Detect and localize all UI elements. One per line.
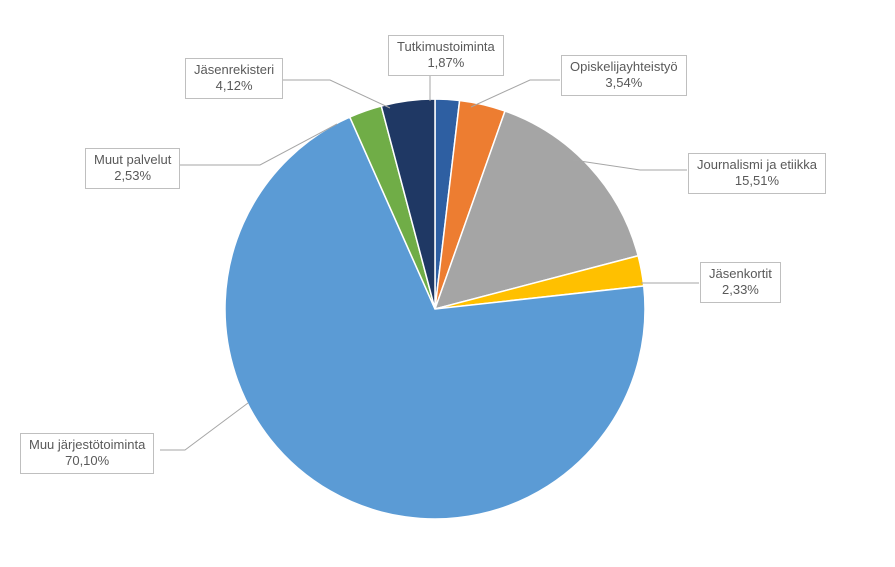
slice-label-text: Jäsenkortit (709, 266, 772, 282)
slice-label-text: Journalismi ja etiikka (697, 157, 817, 173)
slice-label: Tutkimustoiminta1,87% (388, 35, 504, 76)
slice-label-percent: 70,10% (29, 453, 145, 469)
slice-label-percent: 1,87% (397, 55, 495, 71)
slice-label-text: Muut palvelut (94, 152, 171, 168)
slice-label-percent: 2,53% (94, 168, 171, 184)
leader-line (160, 403, 248, 450)
slice-label-percent: 2,33% (709, 282, 772, 298)
slice-label-text: Muu järjestötoiminta (29, 437, 145, 453)
pie-chart: Tutkimustoiminta1,87% Opiskelijayhteistyö… (0, 0, 895, 567)
slice-label: Muu järjestötoiminta70,10% (20, 433, 154, 474)
slice-label: Jäsenrekisteri4,12% (185, 58, 283, 99)
slice-label-percent: 4,12% (194, 78, 274, 94)
slice-label: Journalismi ja etiikka15,51% (688, 153, 826, 194)
slice-label: Opiskelijayhteistyö3,54% (561, 55, 687, 96)
slice-label-percent: 15,51% (697, 173, 817, 189)
slice-label-percent: 3,54% (570, 75, 678, 91)
leader-line (471, 80, 560, 107)
slice-label-text: Tutkimustoiminta (397, 39, 495, 55)
leader-line (280, 80, 390, 108)
slice-label-text: Opiskelijayhteistyö (570, 59, 678, 75)
slice-label-text: Jäsenrekisteri (194, 62, 274, 78)
slice-label: Jäsenkortit2,33% (700, 262, 781, 303)
slice-label: Muut palvelut2,53% (85, 148, 180, 189)
